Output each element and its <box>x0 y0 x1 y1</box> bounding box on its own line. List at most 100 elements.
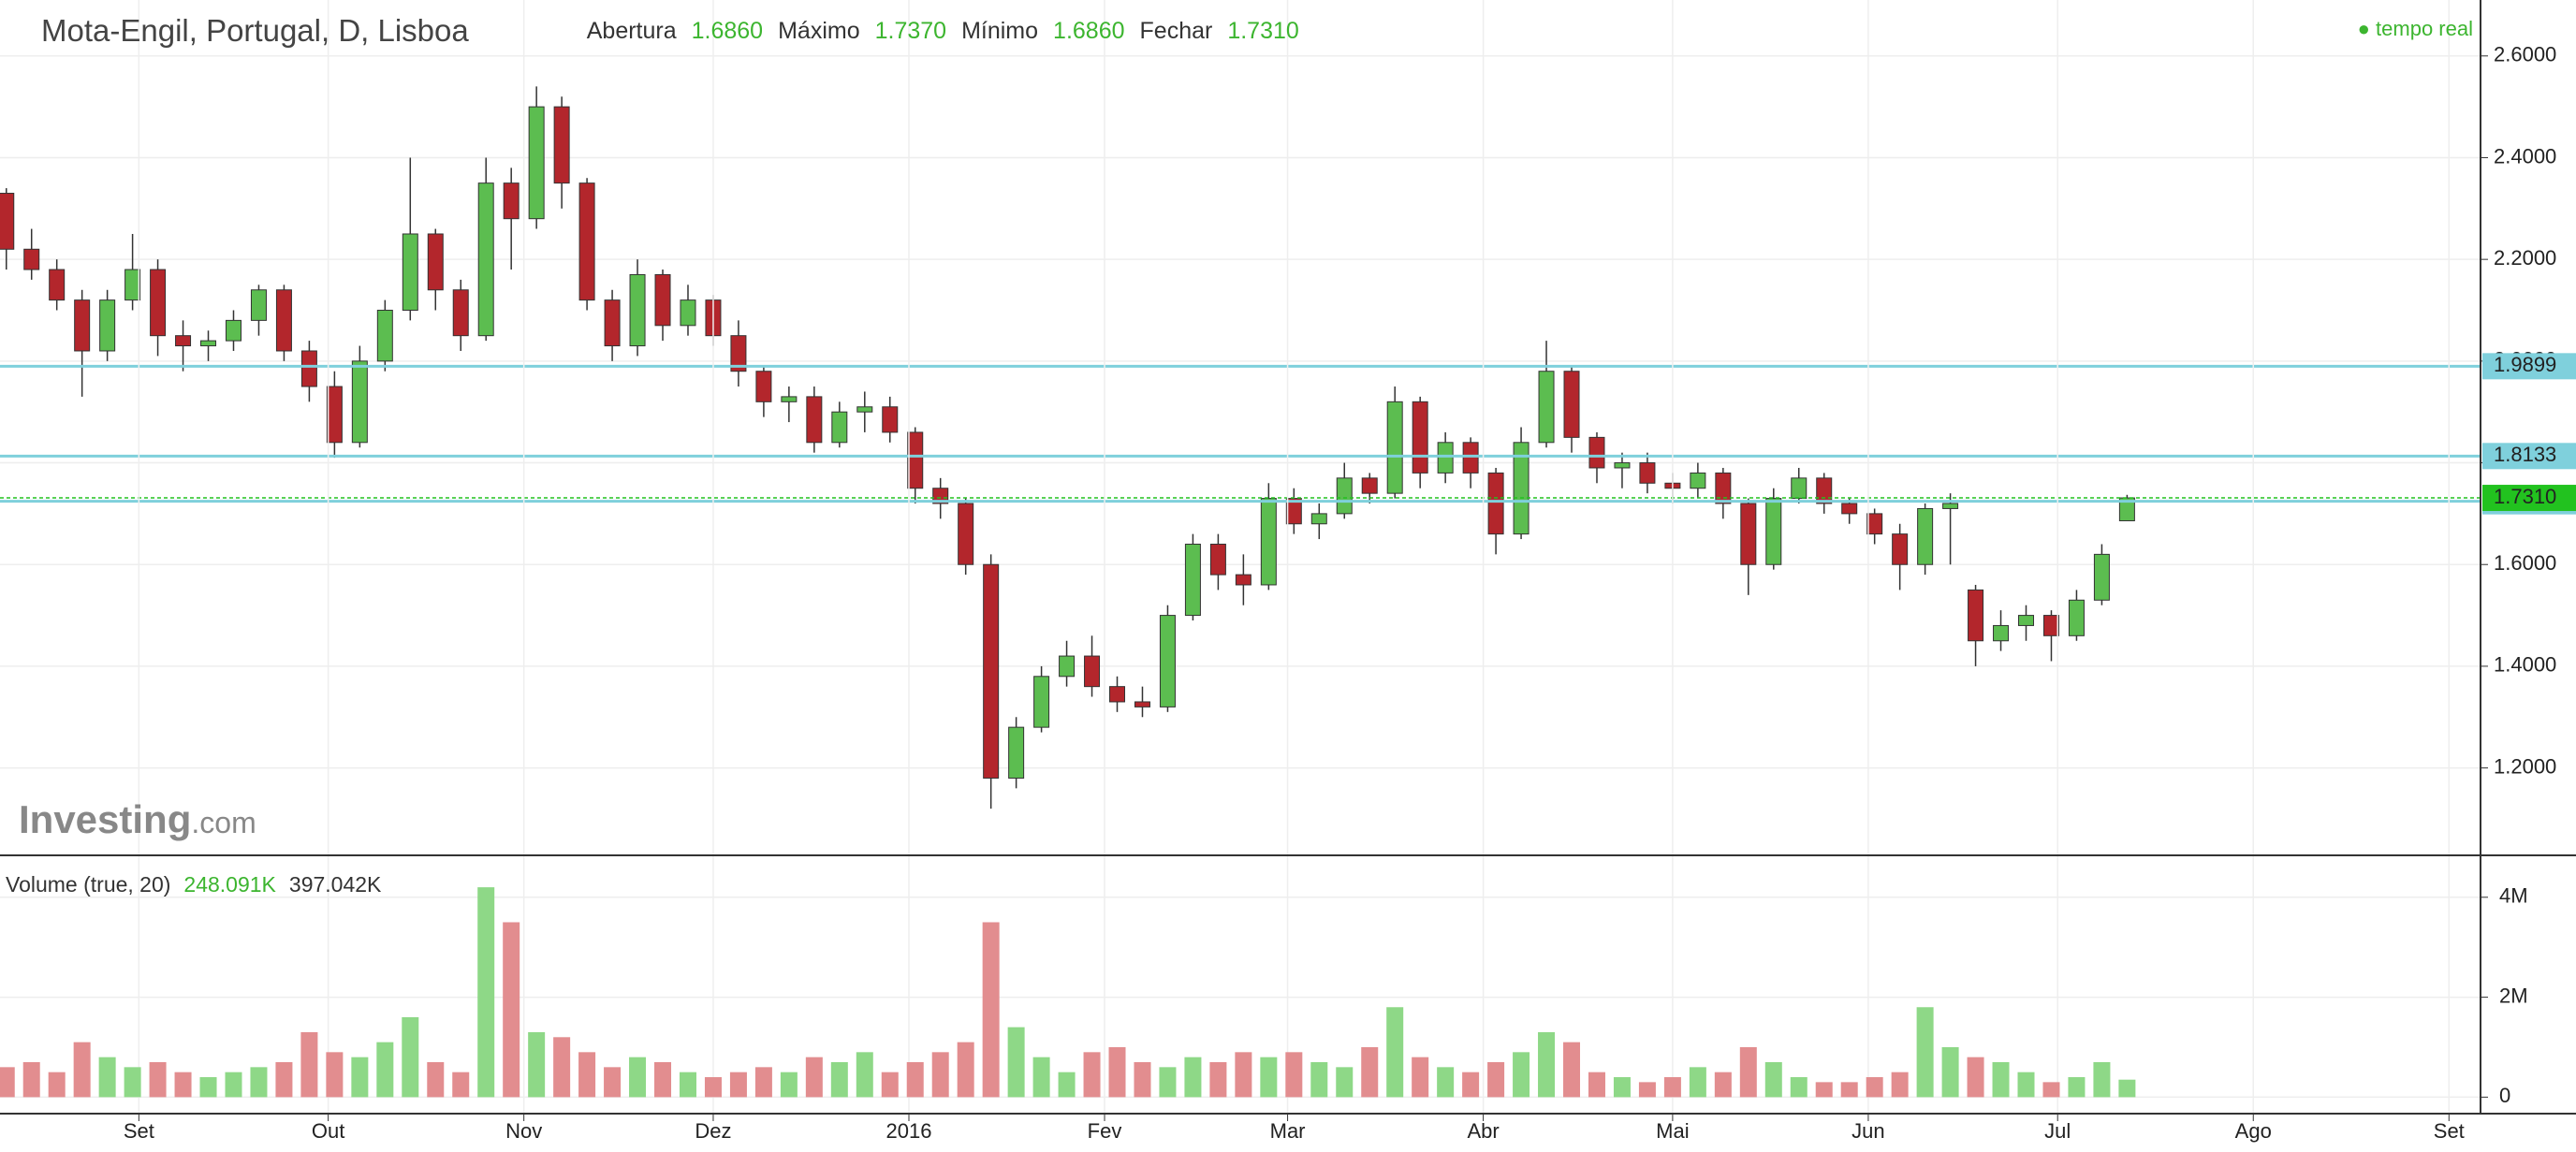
candle-body <box>1059 655 1076 678</box>
candle-body <box>578 182 595 301</box>
volume-bar <box>754 1067 772 1098</box>
volume-bar <box>629 1057 647 1098</box>
volume-bar <box>679 1072 696 1098</box>
volume-bar <box>1866 1077 1883 1098</box>
candle-body <box>376 310 393 362</box>
y-tick-label: 1.4000 <box>2494 653 2556 677</box>
volume-bar <box>604 1067 622 1098</box>
volume-bar <box>73 1042 91 1098</box>
candle-body <box>23 248 40 270</box>
volume-bar <box>2068 1077 2086 1098</box>
volume-bar <box>1689 1067 1706 1098</box>
candle-body <box>99 299 116 352</box>
volume-bar <box>1941 1046 1959 1098</box>
volume-bar <box>1563 1042 1581 1098</box>
volume-bar <box>982 922 1000 1098</box>
level-label: 1.9899 <box>2494 353 2556 376</box>
volume-bar <box>326 1052 344 1098</box>
candle-body <box>604 299 621 347</box>
ohlc-label: Fechar <box>1139 17 1213 44</box>
candle-body <box>1740 503 1757 565</box>
watermark-brand: Investing <box>19 797 192 841</box>
candle-body <box>300 350 317 387</box>
volume-bar <box>1538 1031 1556 1098</box>
candle-body <box>1942 503 1959 509</box>
candle-body <box>1184 543 1201 617</box>
volume-bar <box>250 1067 268 1098</box>
candle-body <box>225 319 242 342</box>
watermark-domain: .com <box>191 806 256 839</box>
candle-body <box>1968 589 1984 642</box>
volume-bar <box>1184 1057 1202 1098</box>
x-tick-label: Set <box>124 1119 154 1143</box>
volume-bar <box>1663 1077 1681 1098</box>
volume-bar <box>2093 1062 2111 1098</box>
candle-body <box>1008 726 1025 779</box>
candle-body <box>730 335 747 372</box>
candle-body <box>1159 615 1176 707</box>
ohlc-value: 1.7310 <box>1227 17 1299 44</box>
volume-bar <box>805 1057 823 1098</box>
candle-body <box>1639 462 1656 484</box>
volume-bar <box>22 1062 40 1098</box>
y-tick-label: 2.6000 <box>2494 43 2556 66</box>
candle-body <box>629 273 646 347</box>
candle-body <box>680 299 696 327</box>
volume-bar <box>856 1052 873 1098</box>
ohlc-label: Abertura <box>586 17 677 44</box>
candle-body <box>1209 543 1226 576</box>
volume-bar <box>1412 1057 1429 1098</box>
volume-bar <box>2017 1072 2035 1098</box>
volume-bar <box>124 1067 141 1098</box>
volume-bar <box>957 1042 974 1098</box>
y-tick-label: 2.2000 <box>2494 246 2556 270</box>
candle-body <box>1462 442 1479 474</box>
candle-body <box>477 182 494 337</box>
volume-bar <box>1007 1027 1025 1098</box>
volume-bar <box>1714 1072 1732 1098</box>
candle-body <box>1260 498 1277 586</box>
x-tick-label: Out <box>312 1119 344 1143</box>
candle-body <box>1437 442 1454 474</box>
volume-bar <box>1790 1077 1808 1098</box>
volume-bar <box>1386 1007 1404 1098</box>
candle-body <box>402 233 418 312</box>
candle-body <box>1765 498 1782 565</box>
volume-bar <box>1638 1082 1656 1098</box>
candle-body <box>1487 472 1504 535</box>
candle-body <box>1690 472 1706 489</box>
volume-bar <box>402 1016 419 1098</box>
volume-bar <box>427 1062 445 1098</box>
candle-body <box>1614 462 1631 469</box>
x-tick-label: Dez <box>695 1119 731 1143</box>
candle-body <box>1361 477 1378 494</box>
volume-bar <box>1209 1062 1227 1098</box>
volume-bar <box>1992 1062 2010 1098</box>
candle-body <box>49 269 66 301</box>
candle-body <box>882 406 899 433</box>
ohlc-label: Máximo <box>778 17 860 44</box>
last-price-label: 1.7310 <box>2494 485 2556 508</box>
volume-bar <box>578 1052 596 1098</box>
volume-bar <box>477 887 495 1098</box>
candle-body <box>1235 574 1251 586</box>
candle-body <box>1892 533 1909 565</box>
volume-bar <box>174 1072 192 1098</box>
x-tick-label: Ago <box>2235 1119 2272 1143</box>
candle-body <box>2068 599 2085 636</box>
candle-body <box>351 360 368 444</box>
volume-bar <box>1840 1082 1858 1098</box>
volume-bar <box>275 1062 293 1098</box>
ohlc-value: 1.6860 <box>691 17 764 44</box>
candle-body <box>1993 624 2010 642</box>
candle-body <box>1866 513 1883 535</box>
x-tick-label: Mai <box>1656 1119 1689 1143</box>
candle-body <box>452 289 469 337</box>
candle-body <box>1412 401 1428 474</box>
volume-bar <box>1967 1057 1984 1098</box>
candle-body <box>1791 477 1808 500</box>
candle-body <box>2018 615 2035 626</box>
volume-bar <box>1513 1052 1530 1098</box>
candle-body <box>932 488 949 504</box>
